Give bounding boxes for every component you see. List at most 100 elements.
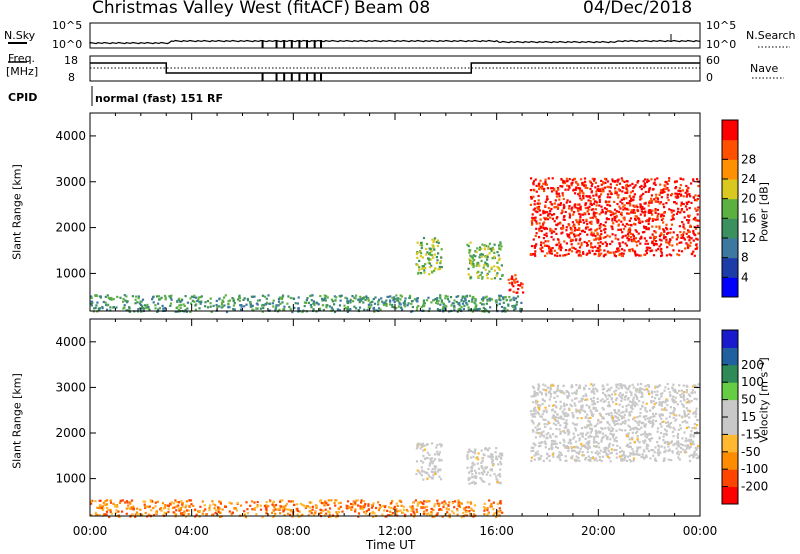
velocity-cell bbox=[663, 433, 666, 436]
power-cell bbox=[333, 310, 337, 314]
power-cell bbox=[591, 246, 594, 249]
power-cell bbox=[666, 187, 669, 190]
velocity-cell bbox=[604, 427, 607, 430]
velocity-cell bbox=[613, 438, 616, 441]
velocity-cell bbox=[677, 450, 680, 453]
power-cell bbox=[297, 308, 300, 311]
velocity-cell bbox=[466, 501, 469, 504]
velocity-cell bbox=[632, 398, 635, 402]
power-cell bbox=[677, 210, 680, 213]
velocity-cell bbox=[599, 449, 602, 452]
velocity-cell bbox=[431, 515, 434, 518]
power-cell bbox=[176, 300, 179, 303]
power-cell bbox=[578, 203, 581, 206]
velocity-cell bbox=[434, 472, 437, 476]
velocity-cell bbox=[470, 476, 474, 479]
velocity-cell bbox=[610, 426, 613, 429]
power-cell bbox=[178, 297, 181, 300]
power-cell bbox=[416, 297, 419, 300]
velocity-cell bbox=[640, 426, 643, 429]
velocity-cell bbox=[228, 501, 231, 504]
velocity-cell bbox=[612, 419, 615, 422]
velocity-cell bbox=[632, 450, 635, 453]
velocity-cell bbox=[623, 413, 626, 417]
velocity-cell bbox=[629, 442, 632, 445]
power-cell bbox=[486, 265, 489, 268]
power-cell bbox=[593, 200, 597, 203]
power-cell bbox=[367, 306, 370, 309]
velocity-cell bbox=[534, 394, 537, 397]
velocity-cell bbox=[412, 507, 415, 510]
power-cell bbox=[484, 308, 487, 311]
velocity-cell bbox=[181, 502, 184, 505]
velocity-cell bbox=[433, 470, 437, 474]
power-cell bbox=[543, 227, 546, 231]
power-cell bbox=[684, 191, 687, 194]
power-cell bbox=[575, 187, 578, 190]
power-cell bbox=[545, 217, 548, 220]
velocity-cell bbox=[549, 388, 552, 391]
power-cell bbox=[164, 298, 167, 301]
velocity-cell bbox=[649, 433, 652, 436]
power-cell bbox=[567, 252, 570, 255]
velocity-cell bbox=[437, 468, 440, 471]
power-cell bbox=[539, 247, 542, 250]
power-cell bbox=[497, 267, 500, 270]
velocity-cell bbox=[629, 454, 632, 457]
velocity-cell bbox=[314, 512, 317, 515]
power-cell bbox=[677, 207, 680, 210]
velocity-cell bbox=[559, 407, 562, 410]
velocity-cell bbox=[554, 400, 558, 403]
power-cell bbox=[393, 301, 396, 304]
power-cell bbox=[334, 299, 337, 302]
velocity-cell bbox=[646, 433, 649, 436]
velocity-cell bbox=[90, 502, 93, 505]
power-cell bbox=[112, 306, 115, 309]
velocity-cell bbox=[463, 508, 466, 511]
power-cell bbox=[546, 187, 550, 190]
power-cell bbox=[583, 240, 586, 244]
velocity-cell bbox=[431, 462, 434, 465]
velocity-cell bbox=[646, 444, 650, 447]
velocity-cell bbox=[492, 508, 495, 511]
velocity-cell bbox=[654, 412, 658, 415]
power-cell bbox=[410, 300, 414, 303]
power-cell bbox=[487, 247, 490, 250]
power-cell bbox=[531, 253, 534, 256]
velocity-cell bbox=[612, 428, 615, 431]
power-cell bbox=[640, 197, 643, 200]
velocity-cell bbox=[633, 426, 636, 429]
power-cell bbox=[157, 308, 160, 311]
power-cell bbox=[533, 246, 536, 249]
freq-trace bbox=[90, 62, 700, 74]
power-cell bbox=[652, 218, 655, 221]
power-cell bbox=[689, 225, 692, 228]
velocity-cell bbox=[115, 509, 118, 512]
velocity-cell bbox=[542, 383, 545, 386]
velocity-cell bbox=[476, 458, 480, 461]
velocity-cell bbox=[665, 429, 668, 432]
velocity-cell bbox=[686, 444, 689, 447]
power-cell bbox=[606, 196, 609, 199]
power-cell bbox=[464, 299, 467, 302]
power-cell bbox=[531, 218, 534, 222]
power-cell bbox=[400, 295, 404, 298]
power-cell bbox=[143, 304, 146, 307]
power-cell bbox=[474, 250, 477, 253]
power-cell bbox=[570, 182, 573, 185]
power-cell bbox=[309, 294, 312, 298]
velocity-cell bbox=[495, 457, 498, 460]
velocity-cell bbox=[558, 454, 561, 457]
power-cell bbox=[550, 187, 553, 190]
velocity-cell bbox=[180, 512, 183, 515]
power-cell bbox=[537, 194, 540, 198]
velocity-cell bbox=[550, 440, 553, 443]
velocity-cell bbox=[152, 514, 156, 517]
power-cell bbox=[513, 279, 516, 283]
power-cell bbox=[310, 306, 313, 309]
velocity-cell bbox=[537, 406, 540, 409]
velocity-cell bbox=[387, 514, 390, 517]
power-cell bbox=[573, 211, 576, 214]
power-cell bbox=[519, 307, 522, 310]
velocity-cell bbox=[394, 512, 398, 515]
